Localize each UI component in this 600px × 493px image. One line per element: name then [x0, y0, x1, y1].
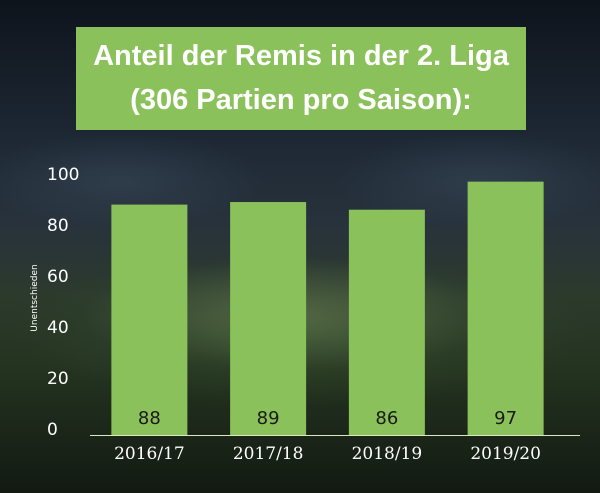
y-tick-label: 0 — [47, 420, 58, 440]
x-tick-label: 2017/18 — [233, 444, 304, 464]
y-tick-label: 20 — [47, 369, 69, 389]
bar-2019-20 — [467, 181, 544, 435]
data-label: 88 — [138, 408, 161, 429]
x-tick-label: 2019/20 — [470, 444, 541, 464]
y-tick-label: 60 — [47, 267, 69, 287]
data-labels-group: 88 89 86 97 — [138, 408, 517, 429]
y-tick-label: 100 — [47, 165, 79, 185]
bar-2016-17 — [111, 204, 188, 435]
chart-title: Anteil der Remis in der 2. Liga — [93, 40, 509, 72]
x-tick-label: 2016/17 — [114, 444, 185, 464]
bars-group — [111, 181, 544, 435]
data-label: 89 — [257, 408, 280, 429]
chart-subtitle: (306 Partien pro Saison): — [130, 84, 472, 116]
y-tick-label: 80 — [47, 216, 69, 236]
x-axis: 2016/17 2017/18 2018/19 2019/20 — [114, 444, 541, 464]
y-axis: 0 20 40 60 80 100 — [47, 165, 79, 440]
chart-title-box: Anteil der Remis in der 2. Liga (306 Par… — [76, 27, 526, 130]
y-axis-label: Unentschieden — [30, 264, 40, 331]
data-label: 86 — [375, 408, 398, 429]
bar-2018-19 — [348, 209, 425, 435]
bar-2017-18 — [230, 202, 307, 435]
data-label: 97 — [494, 408, 517, 429]
x-tick-label: 2018/19 — [352, 444, 423, 464]
y-tick-label: 40 — [47, 318, 69, 338]
